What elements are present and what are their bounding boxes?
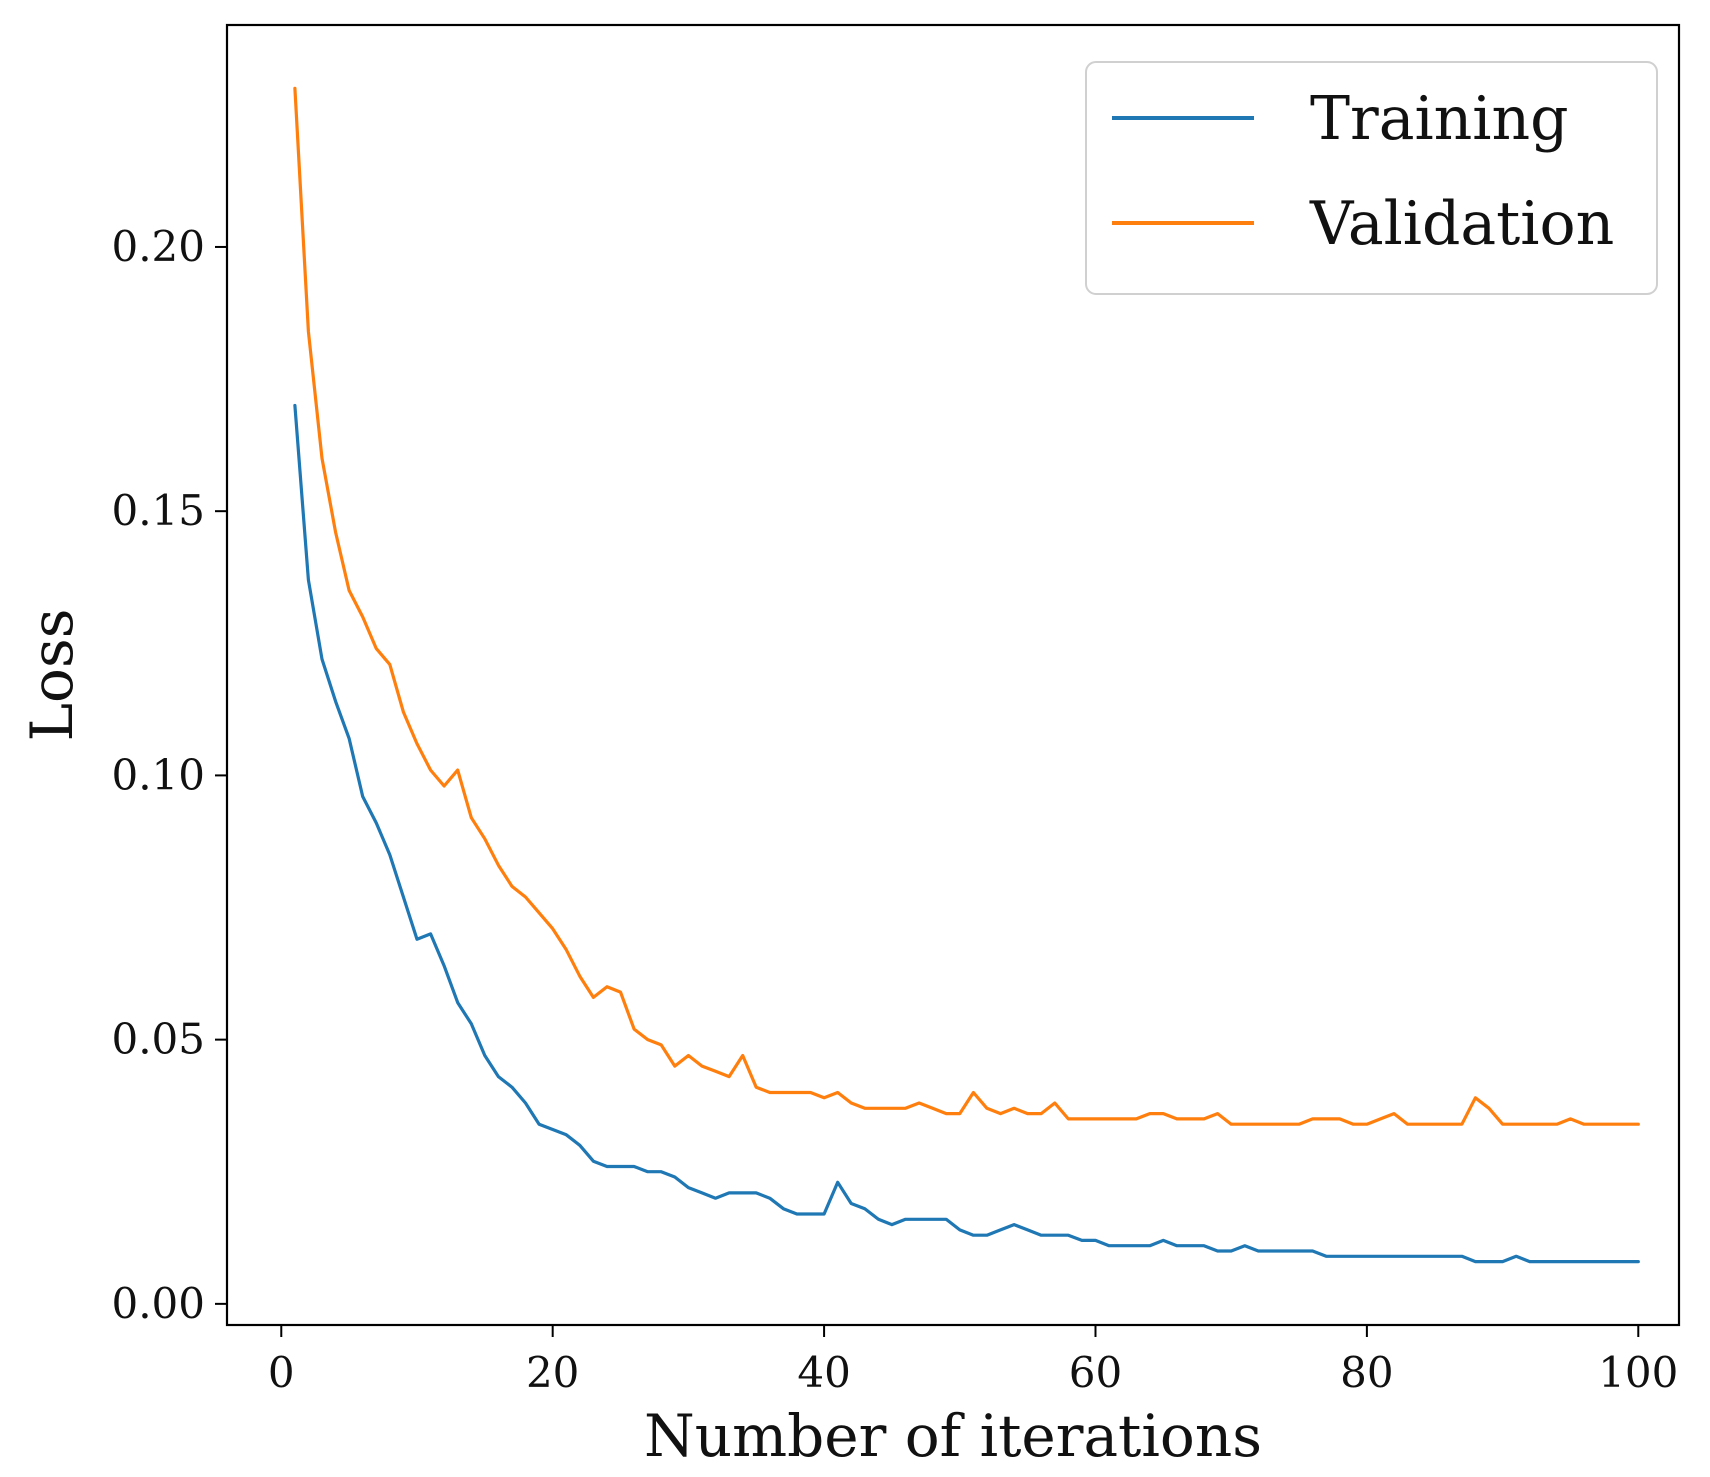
y-tick-label: 0.20 [111,222,205,271]
y-axis-ticks: 0.00 0.05 0.10 0.15 0.20 [111,222,227,1328]
plot-frame [225,23,1681,1327]
x-tick-label: 20 [526,1348,579,1397]
x-axis-title: Number of iterations [644,1402,1262,1470]
plot-area [293,86,1640,1264]
series-line-validation [293,86,1640,1126]
x-tick-label: 80 [1340,1348,1393,1397]
y-tick-label: 0.05 [111,1015,205,1064]
x-tick-label: 40 [797,1348,850,1397]
y-axis-title: Loss [18,609,86,742]
y-tick-label: 0.00 [111,1279,205,1328]
legend-label-validation: Validation [1309,189,1614,259]
x-axis-ticks: 0 20 40 60 80 100 [268,1325,1678,1397]
y-tick-label: 0.10 [111,750,205,799]
x-tick-label: 100 [1598,1348,1678,1397]
legend-label-training: Training [1310,84,1569,154]
x-tick-label: 0 [268,1348,295,1397]
series-line-training [293,403,1640,1264]
x-tick-label: 60 [1069,1348,1122,1397]
y-tick-label: 0.15 [111,486,205,535]
legend: Training Validation [1085,61,1658,295]
